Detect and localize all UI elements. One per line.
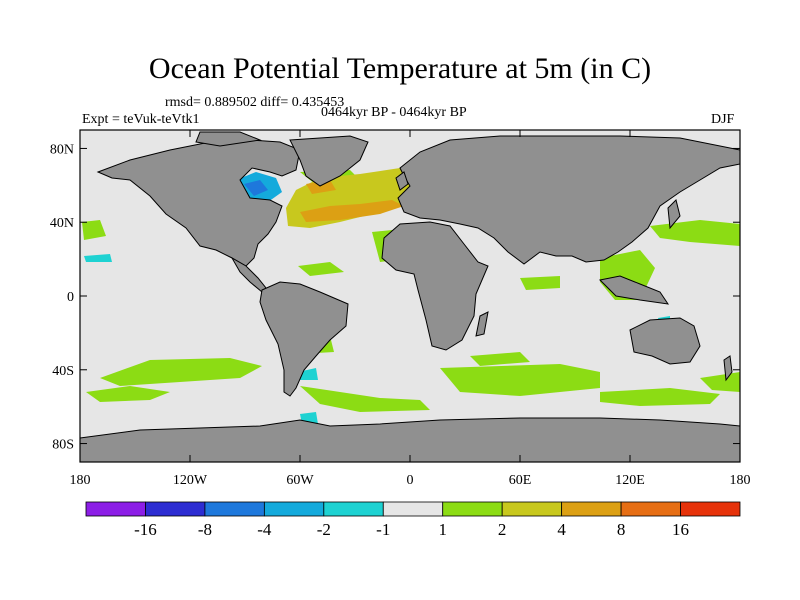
axis-ticks bbox=[79, 130, 741, 462]
anomaly-green-patch bbox=[650, 220, 740, 246]
anomaly-green-patch bbox=[300, 386, 430, 412]
colorbar-label: -16 bbox=[134, 520, 157, 539]
australia bbox=[629, 317, 701, 365]
anomaly-green-patch bbox=[440, 364, 600, 396]
colorbar-label: 8 bbox=[616, 520, 626, 539]
lon-tick-label: 180 bbox=[70, 473, 91, 488]
colorbar-label: 16 bbox=[672, 520, 690, 539]
lat-tick-label: 40N bbox=[50, 216, 74, 231]
colorbar-box bbox=[85, 501, 146, 517]
season-label: DJF bbox=[711, 112, 735, 127]
colorbar-box bbox=[323, 501, 384, 517]
anomaly-green-patch bbox=[600, 388, 720, 406]
lat-tick-label: 80S bbox=[52, 438, 74, 453]
anomaly-green-patch bbox=[86, 386, 170, 402]
colorbar-label: -4 bbox=[257, 520, 272, 539]
anomaly-green-patch bbox=[700, 372, 740, 392]
anomaly-blue-patch bbox=[244, 180, 268, 196]
uk-island bbox=[395, 171, 409, 191]
anomaly-cyan-patch bbox=[84, 254, 112, 262]
japan bbox=[667, 199, 681, 230]
anomaly-green-patch bbox=[470, 352, 530, 366]
axis-tick-labels: 180 120W 60W 0 60E 120E 180 80N 40N 0 40S 80S bbox=[50, 142, 751, 488]
lat-tick-label: 40S bbox=[52, 364, 74, 379]
lon-tick-label: 180 bbox=[730, 473, 751, 488]
experiment-label: Expt = teVuk-teVtk1 bbox=[82, 112, 200, 127]
anomaly-green-patch bbox=[82, 220, 106, 240]
colorbar-box bbox=[442, 501, 503, 517]
antarctica bbox=[80, 417, 740, 462]
colorbar-label: -8 bbox=[197, 520, 212, 539]
arctic-islands bbox=[195, 131, 262, 147]
colorbar-label: 2 bbox=[497, 520, 507, 539]
anomaly-green-patch bbox=[100, 358, 262, 386]
colorbar-box bbox=[501, 501, 563, 517]
lon-tick-label: 120E bbox=[615, 473, 645, 488]
lon-tick-label: 60W bbox=[286, 473, 314, 488]
colorbar-box bbox=[382, 501, 444, 517]
colorbar-box bbox=[561, 501, 622, 517]
new-zealand bbox=[723, 355, 733, 382]
eurasia bbox=[397, 135, 740, 265]
lon-tick-label: 120W bbox=[173, 473, 208, 488]
colorbar-box bbox=[145, 501, 206, 517]
lon-tick-label: 0 bbox=[407, 473, 414, 488]
land-masses bbox=[80, 131, 740, 462]
anomaly-orange-patch bbox=[306, 180, 336, 194]
anomaly-green-patch bbox=[520, 276, 560, 290]
anomaly-orange-patch bbox=[300, 200, 404, 222]
colorbar-label: 4 bbox=[557, 520, 566, 539]
period-label: 0464kyr BP - 0464kyr BP bbox=[321, 105, 467, 120]
lat-tick-label: 80N bbox=[50, 142, 74, 157]
colorbar-box bbox=[263, 501, 325, 517]
colorbar-box bbox=[680, 501, 741, 517]
colorbar-box bbox=[620, 501, 681, 517]
colorbar bbox=[85, 501, 741, 517]
southeast-asia-islands bbox=[598, 275, 670, 305]
plot-title: Ocean Potential Temperature at 5m (in C) bbox=[148, 52, 652, 85]
anomaly-green-patch bbox=[298, 262, 344, 276]
colorbar-box bbox=[204, 501, 265, 517]
lat-tick-label: 0 bbox=[67, 290, 74, 305]
lon-tick-label: 60E bbox=[509, 473, 532, 488]
north-america bbox=[96, 139, 301, 267]
colorbar-label: -1 bbox=[376, 520, 391, 539]
colorbar-label: -2 bbox=[316, 520, 331, 539]
madagascar bbox=[475, 311, 489, 337]
greenland bbox=[289, 135, 369, 187]
africa bbox=[381, 221, 489, 351]
stats-label: rmsd= 0.889502 diff= 0.435453 bbox=[165, 95, 345, 110]
south-america bbox=[259, 281, 349, 397]
colorbar-label: 1 bbox=[438, 520, 447, 539]
